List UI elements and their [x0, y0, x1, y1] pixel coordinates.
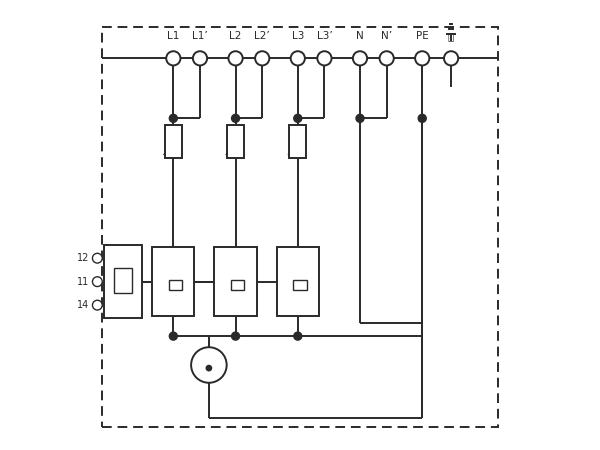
Text: L1: L1	[167, 32, 179, 41]
Circle shape	[356, 114, 364, 122]
Text: L2’: L2’	[254, 32, 270, 41]
Circle shape	[229, 51, 242, 65]
Bar	[227, 125, 244, 158]
Circle shape	[294, 114, 302, 122]
Text: 12: 12	[77, 253, 89, 263]
Circle shape	[232, 332, 239, 340]
Circle shape	[290, 51, 305, 65]
Circle shape	[444, 51, 458, 65]
Bar	[104, 245, 142, 318]
Bar	[277, 247, 319, 316]
Text: ⏚: ⏚	[448, 32, 454, 41]
Circle shape	[193, 51, 207, 65]
Text: L3’: L3’	[317, 32, 332, 41]
Bar	[293, 280, 307, 290]
Circle shape	[380, 51, 394, 65]
Text: N: N	[356, 32, 364, 41]
Circle shape	[92, 277, 102, 287]
Text: 14: 14	[77, 300, 89, 310]
Bar	[114, 268, 132, 292]
Circle shape	[294, 332, 302, 340]
Circle shape	[166, 51, 181, 65]
Circle shape	[206, 365, 212, 371]
Text: PE: PE	[416, 32, 428, 41]
Circle shape	[169, 332, 178, 340]
Text: L1’: L1’	[192, 32, 208, 41]
Circle shape	[415, 51, 430, 65]
Circle shape	[92, 253, 102, 263]
Circle shape	[317, 51, 332, 65]
Bar	[214, 247, 257, 316]
Circle shape	[191, 347, 227, 383]
Bar	[231, 280, 244, 290]
Bar	[289, 125, 306, 158]
Text: L2: L2	[229, 32, 242, 41]
Circle shape	[92, 300, 102, 310]
Circle shape	[232, 114, 239, 122]
Circle shape	[169, 114, 178, 122]
Text: 11: 11	[77, 277, 89, 287]
Circle shape	[353, 51, 367, 65]
Circle shape	[418, 114, 426, 122]
Bar	[165, 125, 182, 158]
Text: N’: N’	[381, 32, 392, 41]
Text: L3: L3	[292, 32, 304, 41]
Bar	[102, 27, 498, 427]
Bar	[152, 247, 194, 316]
Circle shape	[255, 51, 269, 65]
Bar	[169, 280, 182, 290]
